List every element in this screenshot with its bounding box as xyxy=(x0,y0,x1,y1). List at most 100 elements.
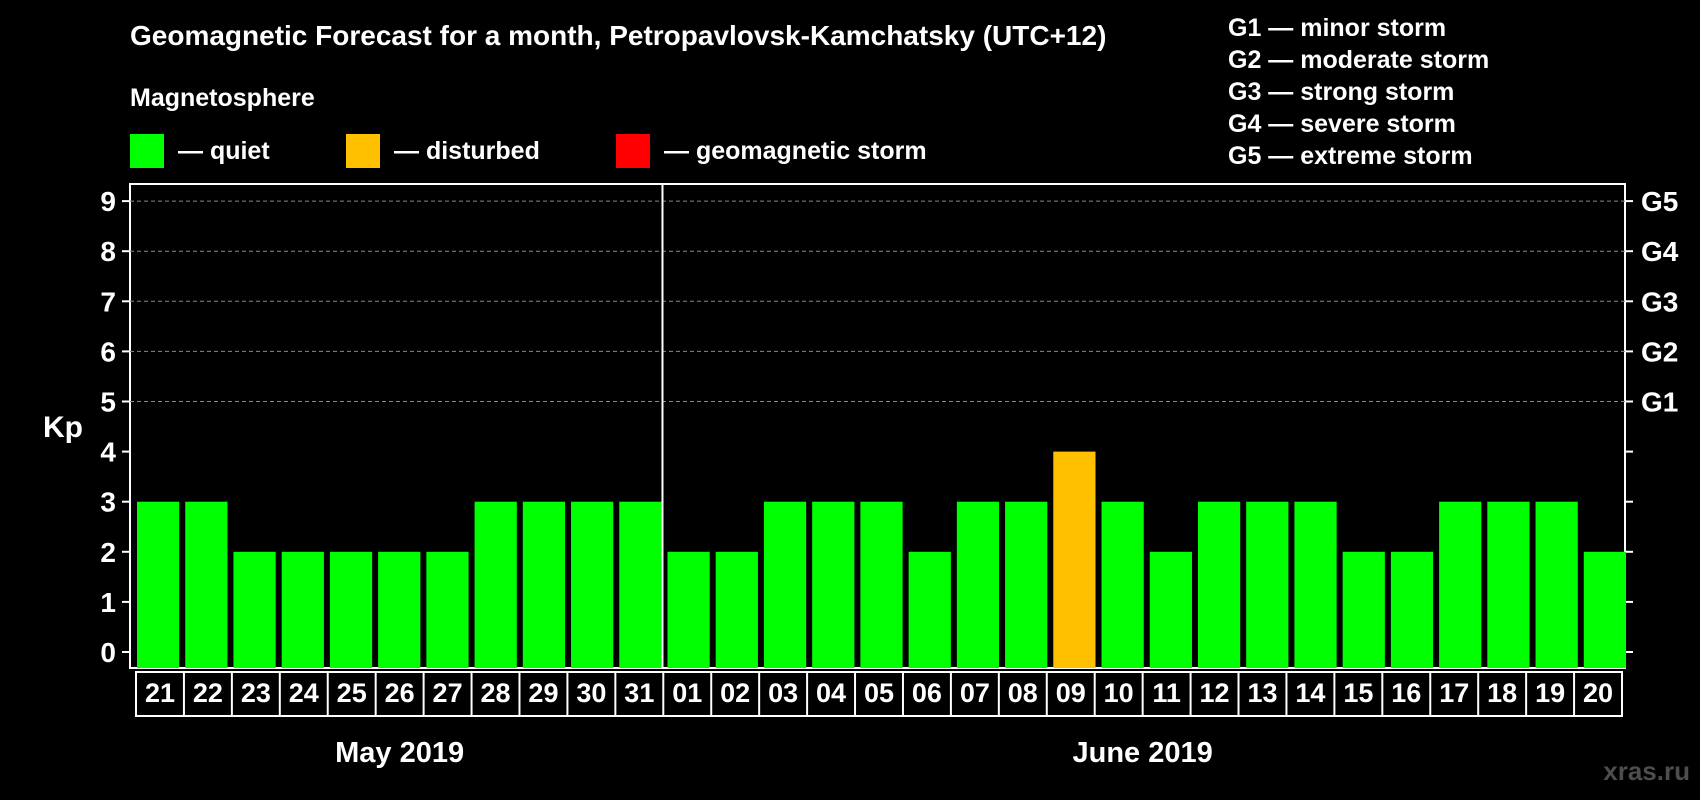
date-label-12: 12 xyxy=(1200,678,1230,708)
date-label-20: 20 xyxy=(1583,678,1613,708)
legend-quiet-swatch xyxy=(130,134,164,168)
date-label-28: 28 xyxy=(480,678,510,708)
g-scale-label-g1: G1 xyxy=(1641,387,1678,418)
y-tick-label-9: 9 xyxy=(100,186,116,217)
bar-23 xyxy=(233,551,276,668)
bar-02 xyxy=(715,551,758,668)
legend-disturbed: — disturbed xyxy=(346,134,540,168)
bar-04 xyxy=(812,501,855,668)
y-tick-label-1: 1 xyxy=(100,587,116,618)
bar-01 xyxy=(667,551,710,668)
date-label-06: 06 xyxy=(912,678,942,708)
date-label-04: 04 xyxy=(816,678,846,708)
bar-18 xyxy=(1487,501,1530,668)
y-tick-label-4: 4 xyxy=(100,437,116,468)
date-label-29: 29 xyxy=(528,678,558,708)
date-label-05: 05 xyxy=(864,678,894,708)
storm-legend-g3: G3 — strong storm xyxy=(1228,78,1455,106)
legend-quiet-label: — quiet xyxy=(178,136,270,165)
storm-legend-g4: G4 — severe storm xyxy=(1228,110,1456,138)
bar-12 xyxy=(1197,501,1241,668)
date-label-24: 24 xyxy=(289,678,319,708)
legend-disturbed-swatch xyxy=(346,134,380,168)
date-label-26: 26 xyxy=(385,678,415,708)
bar-06 xyxy=(908,551,951,668)
bar-20 xyxy=(1583,551,1626,668)
bar-21 xyxy=(137,501,180,668)
legend-storm-swatch xyxy=(616,134,650,168)
date-row-frame xyxy=(135,671,1623,717)
bar-13 xyxy=(1246,501,1289,668)
date-label-27: 27 xyxy=(433,678,463,708)
bar-07 xyxy=(956,501,1000,668)
storm-legend-g1: G1 — minor storm xyxy=(1228,14,1447,42)
date-label-11: 11 xyxy=(1152,678,1181,708)
legend-disturbed-label: — disturbed xyxy=(394,136,540,165)
date-label-03: 03 xyxy=(768,678,798,708)
bar-08 xyxy=(1005,501,1048,668)
date-label-08: 08 xyxy=(1008,678,1038,708)
date-label-10: 10 xyxy=(1104,678,1134,708)
g-scale-label-g4: G4 xyxy=(1641,236,1679,267)
y-axis-label: Kp xyxy=(43,411,83,444)
date-label-30: 30 xyxy=(576,678,606,708)
storm-legend-g5: G5 — extreme storm xyxy=(1228,142,1473,170)
date-label-13: 13 xyxy=(1247,678,1277,708)
bar-30 xyxy=(571,501,614,668)
month-label-1: June 2019 xyxy=(1073,737,1213,769)
bar-31 xyxy=(619,501,662,668)
bar-29 xyxy=(522,501,566,668)
y-tick-label-0: 0 xyxy=(100,637,116,668)
date-label-01: 01 xyxy=(672,678,702,708)
date-label-07: 07 xyxy=(960,678,990,708)
date-label-19: 19 xyxy=(1535,678,1565,708)
bar-17 xyxy=(1439,501,1482,668)
date-label-31: 31 xyxy=(624,678,654,708)
bar-28 xyxy=(474,501,517,668)
bar-24 xyxy=(281,551,324,668)
bar-26 xyxy=(378,551,421,668)
date-label-17: 17 xyxy=(1439,678,1469,708)
g-scale-label-g2: G2 xyxy=(1641,336,1678,367)
bar-25 xyxy=(329,551,373,668)
y-tick-label-5: 5 xyxy=(100,387,116,418)
y-tick-label-6: 6 xyxy=(100,336,116,367)
bar-11 xyxy=(1149,551,1192,668)
month-label-0: May 2019 xyxy=(335,737,464,769)
g-scale-label-g3: G3 xyxy=(1641,286,1678,317)
bar-09 xyxy=(1053,451,1096,668)
y-tick-label-8: 8 xyxy=(100,236,116,267)
bar-10 xyxy=(1101,501,1144,668)
legend-storm: — geomagnetic storm xyxy=(616,134,927,168)
g-scale-label-g5: G5 xyxy=(1641,186,1678,217)
bar-03 xyxy=(763,501,807,668)
bar-22 xyxy=(185,501,228,668)
date-label-16: 16 xyxy=(1391,678,1421,708)
bar-19 xyxy=(1535,501,1578,668)
watermark: xras.ru xyxy=(1603,756,1690,786)
date-label-25: 25 xyxy=(337,678,367,708)
date-label-23: 23 xyxy=(241,678,271,708)
date-label-21: 21 xyxy=(145,678,175,708)
y-tick-label-3: 3 xyxy=(100,487,116,518)
date-label-22: 22 xyxy=(193,678,223,708)
y-tick-label-7: 7 xyxy=(100,286,116,317)
bar-05 xyxy=(860,501,903,668)
storm-legend-g2: G2 — moderate storm xyxy=(1228,46,1490,74)
date-label-09: 09 xyxy=(1056,678,1086,708)
section-label: Magnetosphere xyxy=(130,84,315,112)
y-tick-label-2: 2 xyxy=(100,537,116,568)
legend-storm-label: — geomagnetic storm xyxy=(664,136,927,165)
date-label-14: 14 xyxy=(1295,678,1325,708)
bar-15 xyxy=(1342,551,1385,668)
legend-quiet: — quiet xyxy=(130,134,270,168)
date-label-18: 18 xyxy=(1487,678,1517,708)
bar-16 xyxy=(1390,551,1434,668)
bar-27 xyxy=(426,551,469,668)
storm-scale-legend: G1 — minor storm G2 — moderate storm G3 … xyxy=(1228,12,1489,172)
bar-14 xyxy=(1294,501,1337,668)
chart-title: Geomagnetic Forecast for a month, Petrop… xyxy=(130,20,1107,51)
date-label-15: 15 xyxy=(1343,678,1373,708)
date-label-02: 02 xyxy=(720,678,750,708)
